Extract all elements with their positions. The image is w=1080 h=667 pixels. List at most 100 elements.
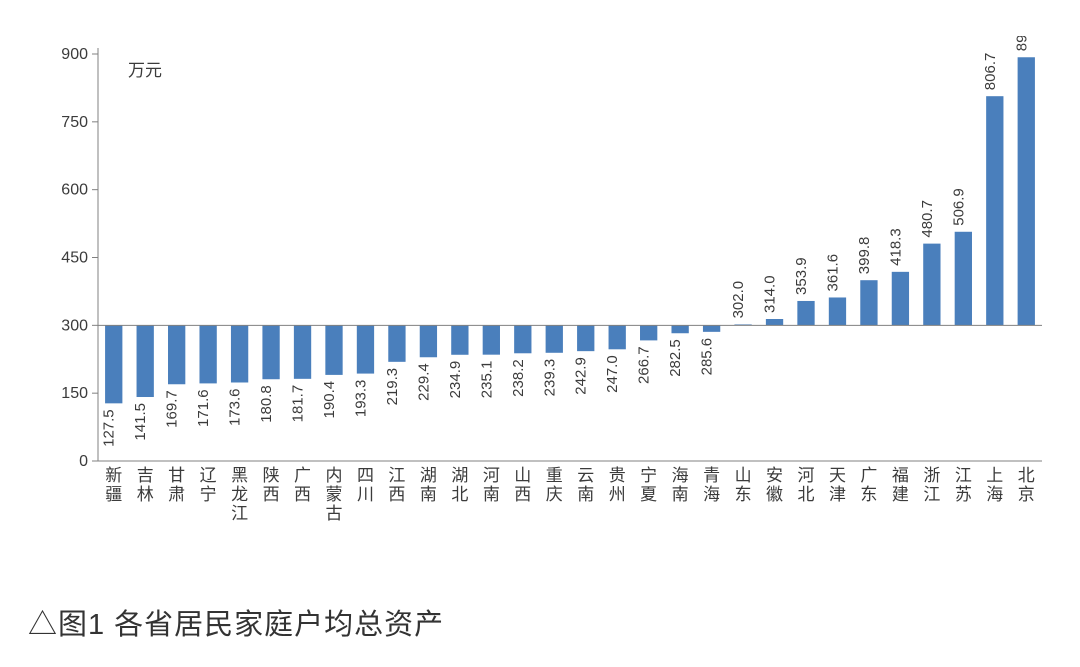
y-tick-label: 150	[61, 385, 88, 402]
bar	[892, 272, 909, 325]
bar	[955, 232, 972, 326]
category-label: 内	[326, 466, 343, 485]
value-label: 806.7	[982, 53, 999, 91]
value-label: 181.7	[290, 385, 307, 423]
bar	[451, 325, 468, 354]
value-label: 353.9	[793, 257, 810, 295]
category-label: 浙	[923, 466, 940, 485]
category-label: 古	[326, 504, 343, 523]
bar	[168, 325, 185, 384]
bar	[797, 301, 814, 325]
category-label: 山	[735, 466, 752, 485]
category-label: 安	[766, 466, 783, 485]
category-label: 西	[294, 485, 311, 504]
category-label: 江	[388, 466, 405, 485]
category-label: 肃	[168, 485, 185, 504]
category-label: 新	[105, 466, 122, 485]
value-label: 399.8	[856, 237, 873, 275]
category-label: 北	[451, 485, 468, 504]
category-label: 广	[294, 466, 311, 485]
bar	[325, 325, 342, 375]
category-label: 疆	[105, 485, 122, 504]
category-label: 贵	[609, 466, 626, 485]
category-label: 吉	[137, 466, 154, 485]
bar	[1018, 57, 1035, 325]
category-label: 庆	[546, 485, 563, 504]
category-label: 西	[514, 485, 531, 504]
value-label: 173.6	[227, 388, 244, 426]
category-label: 北	[798, 485, 815, 504]
value-label: 314.0	[762, 275, 779, 313]
bar	[671, 325, 688, 333]
bar	[766, 319, 783, 325]
value-label: 169.7	[164, 390, 181, 428]
category-label: 林	[137, 485, 154, 504]
category-label: 南	[420, 485, 437, 504]
chart-svg: 0150300450600750900万元127.5新疆141.5吉林169.7…	[28, 36, 1052, 572]
bar	[231, 325, 248, 382]
category-label: 蒙	[326, 485, 343, 504]
y-tick-label: 300	[61, 317, 88, 334]
value-label: 282.5	[667, 339, 684, 377]
y-tick-label: 0	[79, 453, 88, 470]
value-label: 235.1	[478, 361, 495, 399]
category-label: 四	[357, 466, 374, 485]
category-label: 南	[577, 485, 594, 504]
category-label: 湖	[451, 466, 468, 485]
bar	[294, 325, 311, 378]
bar	[137, 325, 154, 397]
value-label: 180.8	[258, 385, 275, 423]
bar	[514, 325, 531, 353]
bar	[860, 280, 877, 325]
bar	[483, 325, 500, 354]
value-label: 506.9	[950, 188, 967, 226]
assets-bar-chart: 0150300450600750900万元127.5新疆141.5吉林169.7…	[28, 36, 1052, 572]
category-label: 徽	[766, 485, 783, 504]
bar	[388, 325, 405, 361]
bar	[262, 325, 279, 379]
category-label: 苏	[955, 485, 972, 504]
category-label: 河	[483, 466, 500, 485]
category-label: 河	[798, 466, 815, 485]
category-label: 广	[860, 466, 877, 485]
category-label: 上	[986, 466, 1003, 485]
value-label: 219.3	[384, 368, 401, 406]
y-tick-label: 600	[61, 182, 88, 199]
category-label: 辽	[200, 466, 217, 485]
value-label: 127.5	[101, 409, 118, 447]
value-label: 229.4	[415, 363, 432, 401]
category-label: 东	[860, 485, 877, 504]
bar	[923, 244, 940, 326]
category-label: 海	[672, 466, 689, 485]
category-label: 天	[829, 466, 846, 485]
value-label: 193.3	[352, 380, 369, 418]
category-label: 北	[1018, 466, 1035, 485]
value-label: 266.7	[636, 346, 653, 384]
bar	[357, 325, 374, 373]
value-label: 190.4	[321, 381, 338, 419]
bar	[199, 325, 216, 383]
bar	[546, 325, 563, 352]
value-label: 242.9	[573, 357, 590, 395]
value-label: 239.3	[541, 359, 558, 397]
category-label: 宁	[200, 485, 217, 504]
value-label: 238.2	[510, 359, 527, 397]
category-label: 东	[735, 485, 752, 504]
value-label: 234.9	[447, 361, 464, 399]
category-label: 江	[955, 466, 972, 485]
y-tick-label: 450	[61, 250, 88, 267]
y-tick-label: 750	[61, 114, 88, 131]
category-label: 津	[829, 485, 846, 504]
bar	[105, 325, 122, 403]
bar	[986, 96, 1003, 325]
bar	[420, 325, 437, 357]
value-label: 285.6	[699, 338, 716, 376]
category-label: 重	[546, 466, 563, 485]
bar	[577, 325, 594, 351]
category-label: 江	[231, 504, 248, 523]
bar	[609, 325, 626, 349]
category-label: 山	[514, 466, 531, 485]
category-label: 海	[986, 485, 1003, 504]
category-label: 云	[577, 466, 594, 485]
bar	[640, 325, 657, 340]
